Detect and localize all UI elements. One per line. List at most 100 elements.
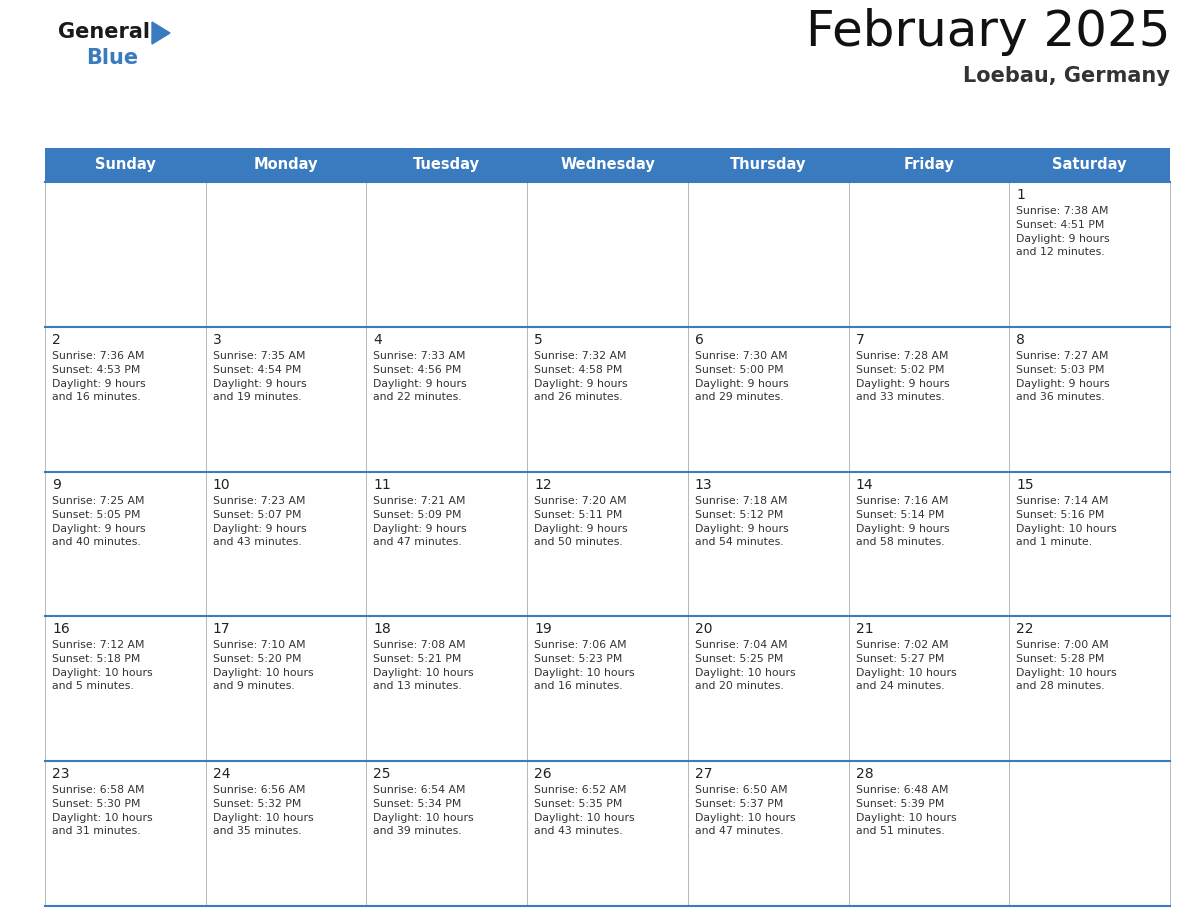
Text: Sunset: 5:07 PM: Sunset: 5:07 PM	[213, 509, 302, 520]
Bar	[45, 182, 206, 327]
Bar	[366, 761, 527, 906]
Text: Sunrise: 7:21 AM: Sunrise: 7:21 AM	[373, 496, 466, 506]
Text: and 43 minutes.: and 43 minutes.	[535, 826, 623, 836]
Text: and 22 minutes.: and 22 minutes.	[373, 392, 462, 402]
Text: 2: 2	[52, 333, 61, 347]
Bar	[527, 616, 688, 761]
Text: Sunday: Sunday	[95, 158, 156, 173]
Text: and 47 minutes.: and 47 minutes.	[695, 826, 783, 836]
Text: Daylight: 10 hours: Daylight: 10 hours	[52, 668, 152, 678]
Text: Daylight: 10 hours: Daylight: 10 hours	[695, 813, 796, 823]
Text: 25: 25	[373, 767, 391, 781]
Text: Sunrise: 7:10 AM: Sunrise: 7:10 AM	[213, 641, 305, 650]
Bar	[366, 327, 527, 472]
Bar	[1010, 761, 1170, 906]
Text: Sunset: 5:12 PM: Sunset: 5:12 PM	[695, 509, 783, 520]
Text: Sunrise: 6:48 AM: Sunrise: 6:48 AM	[855, 785, 948, 795]
Text: 1: 1	[1016, 188, 1025, 202]
Text: 21: 21	[855, 622, 873, 636]
Bar	[527, 472, 688, 616]
Bar	[1010, 327, 1170, 472]
Text: Sunrise: 7:12 AM: Sunrise: 7:12 AM	[52, 641, 145, 650]
Text: and 20 minutes.: and 20 minutes.	[695, 681, 784, 691]
Text: Sunset: 5:35 PM: Sunset: 5:35 PM	[535, 800, 623, 809]
Text: Sunrise: 7:28 AM: Sunrise: 7:28 AM	[855, 351, 948, 361]
Text: Sunrise: 7:08 AM: Sunrise: 7:08 AM	[373, 641, 466, 650]
Bar	[366, 616, 527, 761]
Text: Sunset: 4:58 PM: Sunset: 4:58 PM	[535, 364, 623, 375]
Text: Sunset: 4:53 PM: Sunset: 4:53 PM	[52, 364, 140, 375]
Text: Sunset: 5:25 PM: Sunset: 5:25 PM	[695, 655, 783, 665]
Text: Sunrise: 7:23 AM: Sunrise: 7:23 AM	[213, 496, 305, 506]
Bar	[206, 761, 366, 906]
Text: and 40 minutes.: and 40 minutes.	[52, 537, 140, 546]
Text: Daylight: 10 hours: Daylight: 10 hours	[52, 813, 152, 823]
Bar	[206, 327, 366, 472]
Bar	[527, 327, 688, 472]
Text: Sunrise: 6:54 AM: Sunrise: 6:54 AM	[373, 785, 466, 795]
Text: Sunset: 5:00 PM: Sunset: 5:00 PM	[695, 364, 783, 375]
Text: Daylight: 9 hours: Daylight: 9 hours	[855, 379, 949, 389]
Text: and 29 minutes.: and 29 minutes.	[695, 392, 783, 402]
Text: and 31 minutes.: and 31 minutes.	[52, 826, 140, 836]
Text: 28: 28	[855, 767, 873, 781]
Text: Sunrise: 7:18 AM: Sunrise: 7:18 AM	[695, 496, 788, 506]
Text: 18: 18	[373, 622, 391, 636]
Text: Thursday: Thursday	[731, 158, 807, 173]
Text: Daylight: 9 hours: Daylight: 9 hours	[535, 523, 627, 533]
Text: Sunrise: 7:38 AM: Sunrise: 7:38 AM	[1016, 206, 1108, 216]
Text: Sunrise: 7:25 AM: Sunrise: 7:25 AM	[52, 496, 145, 506]
Text: Daylight: 9 hours: Daylight: 9 hours	[52, 523, 146, 533]
Text: Tuesday: Tuesday	[413, 158, 480, 173]
Text: Wednesday: Wednesday	[560, 158, 655, 173]
Text: 11: 11	[373, 477, 391, 492]
Text: General: General	[58, 22, 150, 42]
Text: Saturday: Saturday	[1053, 158, 1127, 173]
Bar	[1010, 616, 1170, 761]
Text: Loebau, Germany: Loebau, Germany	[963, 66, 1170, 86]
Text: Daylight: 9 hours: Daylight: 9 hours	[695, 523, 789, 533]
Text: and 58 minutes.: and 58 minutes.	[855, 537, 944, 546]
Text: and 26 minutes.: and 26 minutes.	[535, 392, 623, 402]
Text: Sunrise: 7:00 AM: Sunrise: 7:00 AM	[1016, 641, 1110, 650]
Bar	[45, 761, 206, 906]
Text: and 39 minutes.: and 39 minutes.	[373, 826, 462, 836]
Bar	[366, 182, 527, 327]
Bar	[848, 182, 1010, 327]
Text: 19: 19	[535, 622, 552, 636]
Bar	[848, 148, 1010, 182]
Text: Sunset: 4:51 PM: Sunset: 4:51 PM	[1016, 220, 1105, 230]
Text: Sunrise: 6:58 AM: Sunrise: 6:58 AM	[52, 785, 145, 795]
Text: Sunset: 5:23 PM: Sunset: 5:23 PM	[535, 655, 623, 665]
Bar	[688, 182, 848, 327]
Text: 6: 6	[695, 333, 703, 347]
Text: Sunset: 5:14 PM: Sunset: 5:14 PM	[855, 509, 944, 520]
Text: 23: 23	[52, 767, 70, 781]
Bar	[527, 761, 688, 906]
Text: Sunset: 5:09 PM: Sunset: 5:09 PM	[373, 509, 462, 520]
Bar	[1010, 148, 1170, 182]
Text: Daylight: 10 hours: Daylight: 10 hours	[535, 813, 634, 823]
Text: Daylight: 10 hours: Daylight: 10 hours	[535, 668, 634, 678]
Text: 22: 22	[1016, 622, 1034, 636]
Bar	[688, 327, 848, 472]
Text: Sunset: 4:54 PM: Sunset: 4:54 PM	[213, 364, 301, 375]
Bar	[527, 182, 688, 327]
Text: and 9 minutes.: and 9 minutes.	[213, 681, 295, 691]
Bar	[527, 148, 688, 182]
Text: and 33 minutes.: and 33 minutes.	[855, 392, 944, 402]
Text: Sunset: 5:16 PM: Sunset: 5:16 PM	[1016, 509, 1105, 520]
Text: Daylight: 9 hours: Daylight: 9 hours	[1016, 234, 1110, 244]
Text: Sunset: 5:27 PM: Sunset: 5:27 PM	[855, 655, 944, 665]
Polygon shape	[152, 22, 170, 44]
Bar	[688, 761, 848, 906]
Text: 4: 4	[373, 333, 383, 347]
Bar	[206, 616, 366, 761]
Text: Daylight: 9 hours: Daylight: 9 hours	[535, 379, 627, 389]
Text: 10: 10	[213, 477, 230, 492]
Text: Daylight: 10 hours: Daylight: 10 hours	[1016, 668, 1117, 678]
Text: Daylight: 9 hours: Daylight: 9 hours	[1016, 379, 1110, 389]
Bar	[366, 472, 527, 616]
Text: and 51 minutes.: and 51 minutes.	[855, 826, 944, 836]
Text: 12: 12	[535, 477, 551, 492]
